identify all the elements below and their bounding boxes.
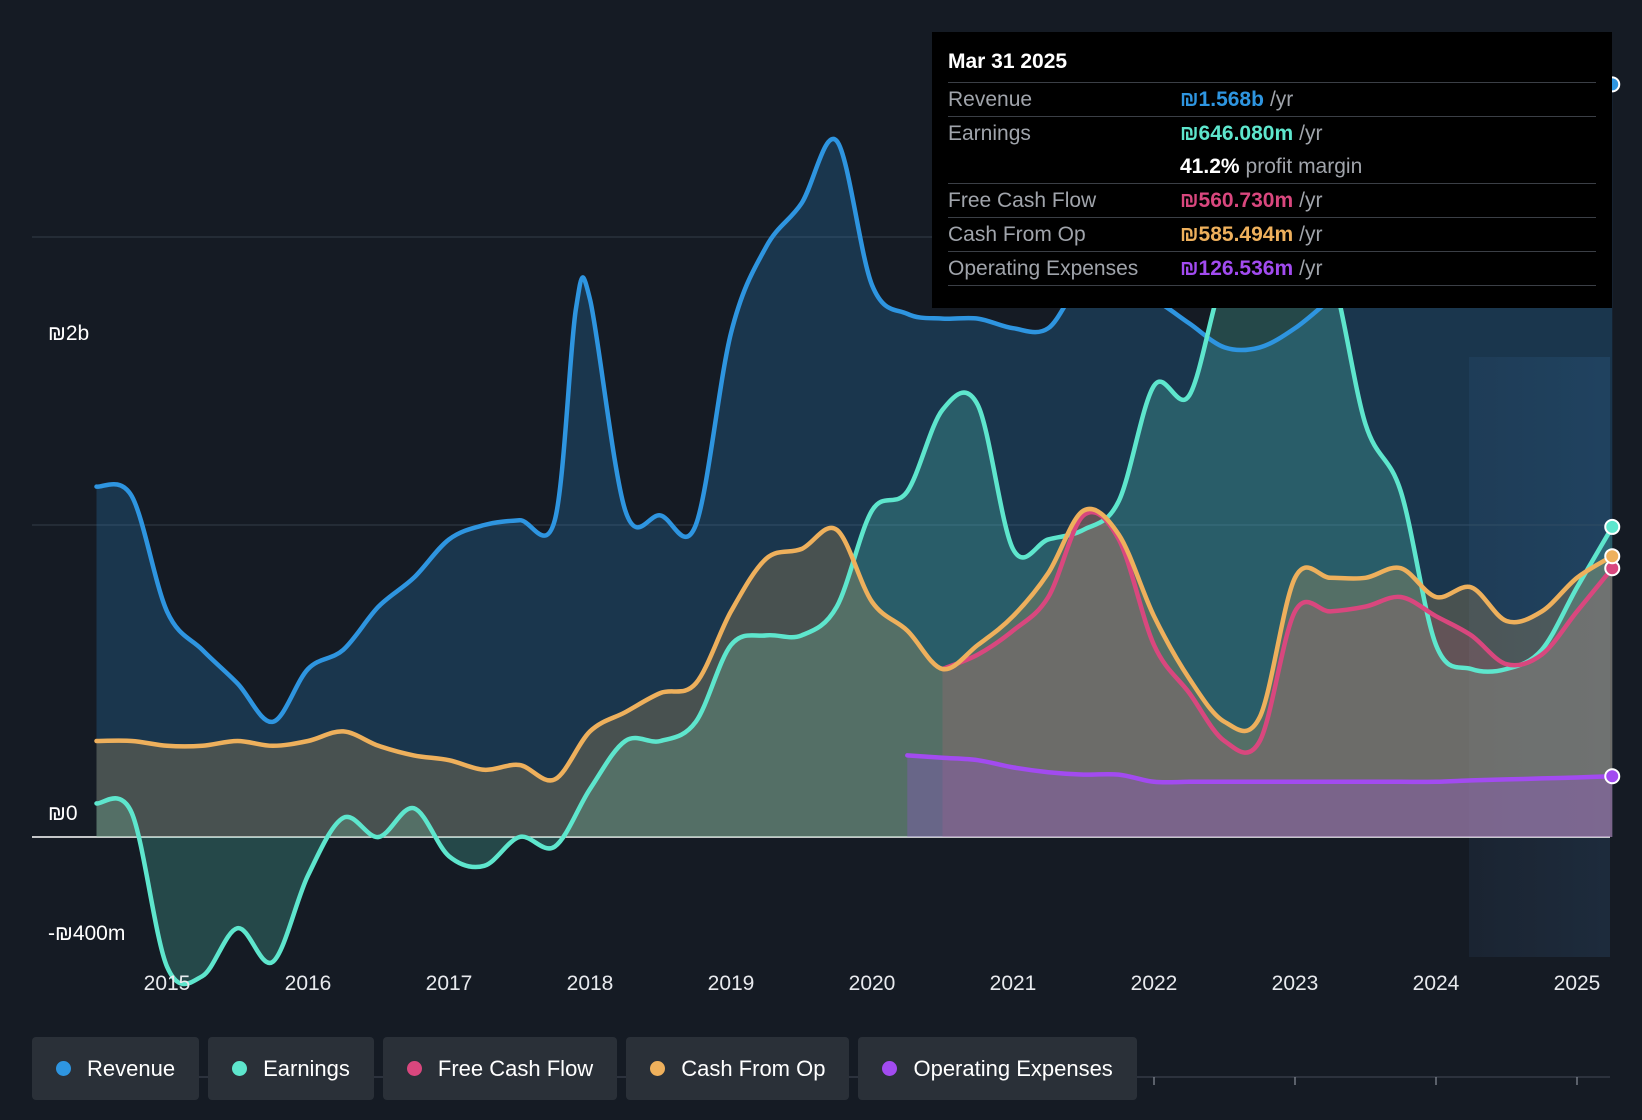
tooltip-unit: /yr — [1269, 87, 1294, 111]
tooltip-label: Free Cash Flow — [948, 188, 1097, 212]
legend-item-cash-from-op[interactable]: Cash From Op — [626, 1037, 850, 1100]
tooltip-value: ₪646.080m — [1180, 121, 1294, 145]
area-free-cash-flow — [942, 512, 1613, 837]
legend-dot-icon — [650, 1061, 666, 1076]
x-tick-label: 2015 — [144, 972, 191, 995]
tooltip-value: ₪560.730m — [1180, 188, 1294, 212]
legend-dot-icon — [56, 1061, 71, 1076]
x-tick-label: 2017 — [426, 972, 473, 995]
y-tick-label: ₪0 — [48, 802, 78, 825]
x-tick-label: 2021 — [990, 972, 1037, 995]
line-cash-from-op — [94, 506, 1615, 783]
endpoint-operating-expenses[interactable] — [1604, 768, 1621, 785]
tooltip-row-cash-from-op: Cash From Op ₪585.494m /yr — [948, 217, 1596, 251]
x-tick-label: 2019 — [708, 972, 755, 995]
legend-dot-icon — [232, 1061, 248, 1076]
x-tick-label: 2023 — [1272, 972, 1319, 995]
legend: Revenue Earnings Free Cash Flow Cash Fro… — [32, 1037, 1137, 1100]
tooltip: Mar 31 2025 Revenue ₪1.568b /yr Earnings… — [932, 32, 1612, 308]
endpoint-cash-from-op[interactable] — [1604, 548, 1621, 565]
tooltip-value: ₪126.536m — [1180, 256, 1294, 280]
tooltip-row-earnings: Earnings ₪646.080m /yr — [948, 116, 1596, 150]
legend-dot-icon — [882, 1061, 898, 1076]
legend-label: Revenue — [87, 1055, 176, 1081]
x-tick-label: 2024 — [1413, 972, 1460, 995]
tooltip-date: Mar 31 2025 — [948, 50, 1068, 73]
line-operating-expenses — [905, 753, 1615, 785]
legend-label: Operating Expenses — [913, 1055, 1113, 1081]
tooltip-label: Operating Expenses — [948, 256, 1139, 280]
y-axis-labels: ₪2b ₪0 -₪400m — [48, 322, 125, 945]
x-tick-label: 2016 — [285, 972, 332, 995]
legend-label: Earnings — [263, 1055, 350, 1081]
tooltip-value: ₪585.494m — [1180, 222, 1294, 246]
legend-item-operating-expenses[interactable]: Operating Expenses — [858, 1037, 1137, 1100]
profit-margin-value: 41.2% — [1180, 154, 1240, 178]
x-tick-label: 2020 — [849, 972, 896, 995]
area-cash-from-op — [96, 508, 1613, 837]
line-earnings — [94, 253, 1615, 987]
tooltip-label: Revenue — [948, 87, 1033, 111]
legend-item-free-cash-flow[interactable]: Free Cash Flow — [382, 1037, 618, 1100]
area-revenue — [96, 84, 1613, 837]
tooltip-label: Earnings — [948, 121, 1031, 145]
line-free-cash-flow — [940, 509, 1615, 755]
area-earnings — [96, 255, 1613, 985]
legend-label: Cash From Op — [681, 1055, 826, 1081]
x-tick-label: 2022 — [1131, 972, 1178, 995]
tooltip-unit: /yr — [1299, 188, 1323, 212]
y-tick-label: -₪400m — [48, 922, 125, 945]
tooltip-value: ₪1.568b — [1180, 87, 1264, 111]
x-tick-label: 2018 — [567, 972, 614, 995]
tooltip-unit: /yr — [1299, 256, 1323, 280]
tooltip-label: Cash From Op — [948, 222, 1086, 246]
legend-label: Free Cash Flow — [437, 1055, 594, 1081]
tooltip-unit: /yr — [1299, 121, 1323, 145]
tooltip-row-free-cash-flow: Free Cash Flow ₪560.730m /yr — [948, 183, 1596, 217]
tooltip-unit: /yr — [1299, 222, 1323, 246]
x-axis-ticks: 2015 2016 2017 2018 2019 2020 2021 2022 2023 2024… — [144, 972, 1601, 1085]
tooltip-row-profit-margin: 41.2% profit margin — [948, 150, 1596, 183]
legend-dot-icon — [406, 1061, 422, 1076]
tooltip-row-revenue: Revenue ₪1.568b /yr — [948, 82, 1596, 116]
legend-item-earnings[interactable]: Earnings — [208, 1037, 374, 1100]
endpoint-earnings[interactable] — [1604, 518, 1621, 535]
profit-margin-label: profit margin — [1245, 154, 1363, 178]
x-tick-label: 2025 — [1554, 972, 1601, 995]
legend-item-revenue[interactable]: Revenue — [32, 1037, 200, 1100]
tooltip-row-operating-expenses: Operating Expenses ₪126.536m /yr — [948, 251, 1596, 286]
y-tick-label: ₪2b — [48, 322, 89, 345]
